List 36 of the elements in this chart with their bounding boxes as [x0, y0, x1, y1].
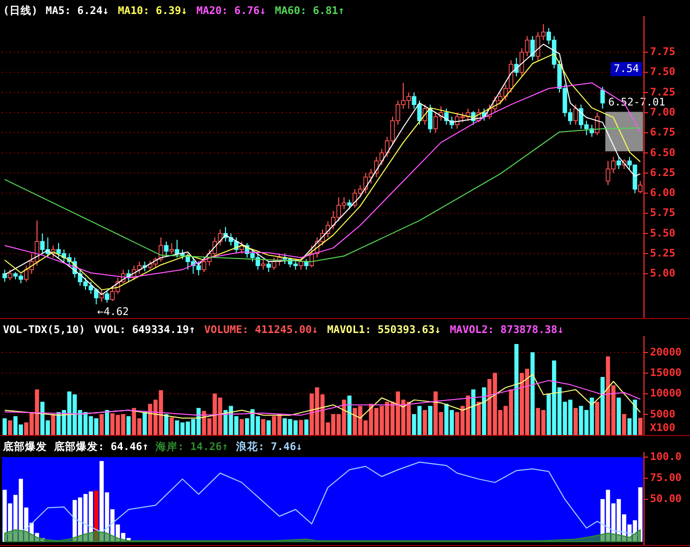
- text: MAVOL2: 873878.38↓: [450, 324, 564, 336]
- y-tick-label: 100.0: [650, 450, 682, 463]
- y-tick-label: 15000: [650, 367, 682, 379]
- chart-title: VOL-TDX(5,10): [3, 324, 86, 336]
- y-tick-label: 10000: [650, 388, 682, 400]
- text: 海岸: 14.26↑: [154, 440, 228, 453]
- y-tick-label: 6.75: [650, 126, 676, 139]
- y-tick-label: 5.25: [650, 247, 676, 260]
- y-tick-label: 7.00: [650, 106, 676, 119]
- y-tick-label: 7.25: [650, 86, 676, 98]
- y-tick-label: 75.00: [650, 472, 682, 484]
- text: VOLUME: 411245.00↓: [204, 324, 318, 336]
- annotation: 7.54: [614, 63, 640, 76]
- y-tick-label: 5000: [650, 408, 676, 420]
- y-tick-label: 20000: [650, 346, 682, 358]
- y-tick-label: 6.50: [650, 146, 676, 159]
- chart-title: (日线): [3, 4, 38, 17]
- y-tick-label: 7.75: [650, 46, 676, 58]
- text: 浪花: 7.46↓: [235, 440, 302, 453]
- text: MA5: 6.24↓: [46, 4, 109, 17]
- text: MA20: 6.76↓: [196, 4, 266, 17]
- text: MA10: 6.39↓: [118, 4, 188, 17]
- series-label: 底部爆发: 64.46↑: [53, 440, 149, 453]
- y-tick-label: 7.50: [650, 66, 676, 78]
- chart-title: 底部爆发: [2, 440, 47, 453]
- y-tick-label: 5.75: [650, 207, 676, 220]
- annotation: ←4.62: [97, 306, 129, 318]
- y-tick-label: 6.00: [650, 187, 676, 200]
- text: MA60: 6.81↑: [274, 4, 344, 17]
- y-axis-title: X100: [650, 422, 676, 434]
- text: VVOL: 649334.19↑: [94, 324, 196, 336]
- y-tick-label: 6.25: [650, 166, 676, 179]
- y-tick-label: 5.50: [650, 227, 676, 240]
- y-tick-label: 50.00: [650, 493, 682, 506]
- y-tick-label: 5.00: [650, 268, 676, 280]
- text: MAVOL1: 550393.63↓: [327, 324, 441, 336]
